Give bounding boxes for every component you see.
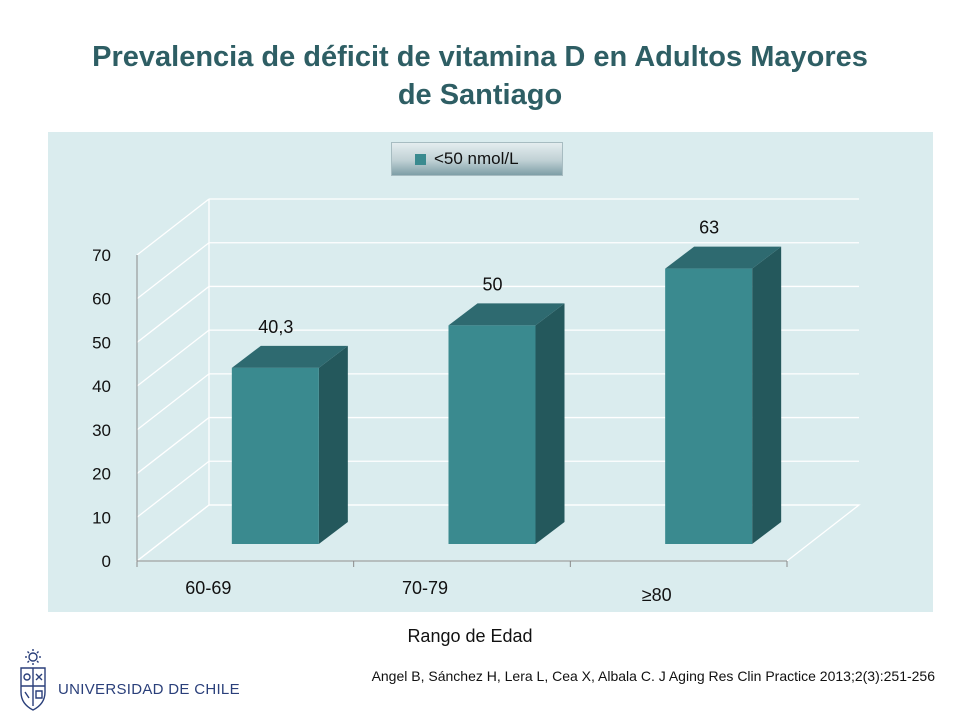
gridline <box>136 329 210 387</box>
chart-legend: <50 nmol/L <box>391 142 563 176</box>
bar-top <box>448 303 565 326</box>
data-label: 40,3 <box>258 317 293 337</box>
gridline <box>136 285 210 343</box>
bar-side <box>318 345 348 544</box>
y-tick-label: 20 <box>92 465 111 484</box>
gridline <box>136 242 210 300</box>
x-tick-label: 60-69 <box>185 578 231 598</box>
university-name: UNIVERSIDAD DE CHILE <box>58 681 240 698</box>
y-tick-label: 40 <box>92 377 111 396</box>
data-label: 50 <box>482 274 502 294</box>
y-tick-label: 50 <box>92 333 111 352</box>
bar <box>665 268 753 544</box>
bar-group <box>231 345 348 544</box>
bar-side <box>752 246 782 544</box>
y-tick-label: 60 <box>92 290 111 309</box>
bar-side <box>535 303 565 544</box>
x-tick-label: ≥80 <box>642 585 672 605</box>
legend-swatch <box>415 153 426 165</box>
bar-group <box>448 303 565 544</box>
page-title: Prevalencia de déficit de vitamina D en … <box>30 38 930 114</box>
gridline <box>136 460 210 518</box>
university-logo-icon <box>20 649 46 711</box>
gridline <box>136 373 210 431</box>
x-axis-title: Rango de Edad <box>407 626 533 646</box>
legend-label: <50 nmol/L <box>434 149 519 168</box>
bar-top <box>665 246 782 269</box>
y-tick-label: 70 <box>92 246 111 265</box>
bar-top <box>231 345 348 368</box>
data-label: 63 <box>699 218 719 238</box>
gridline <box>136 417 210 475</box>
bar-group <box>665 246 782 544</box>
gridline <box>136 198 210 256</box>
title-line-1: Prevalencia de déficit de vitamina D en … <box>92 41 868 73</box>
citation: Angel B, Sánchez H, Lera L, Cea X, Albal… <box>371 668 935 684</box>
x-tick-label: 70-79 <box>402 578 448 598</box>
bar <box>448 325 536 544</box>
y-tick-label: 0 <box>102 552 111 571</box>
y-tick-label: 30 <box>92 421 111 440</box>
title-line-2: de Santiago <box>397 79 563 111</box>
bar <box>231 367 319 544</box>
y-tick-label: 10 <box>92 508 111 527</box>
